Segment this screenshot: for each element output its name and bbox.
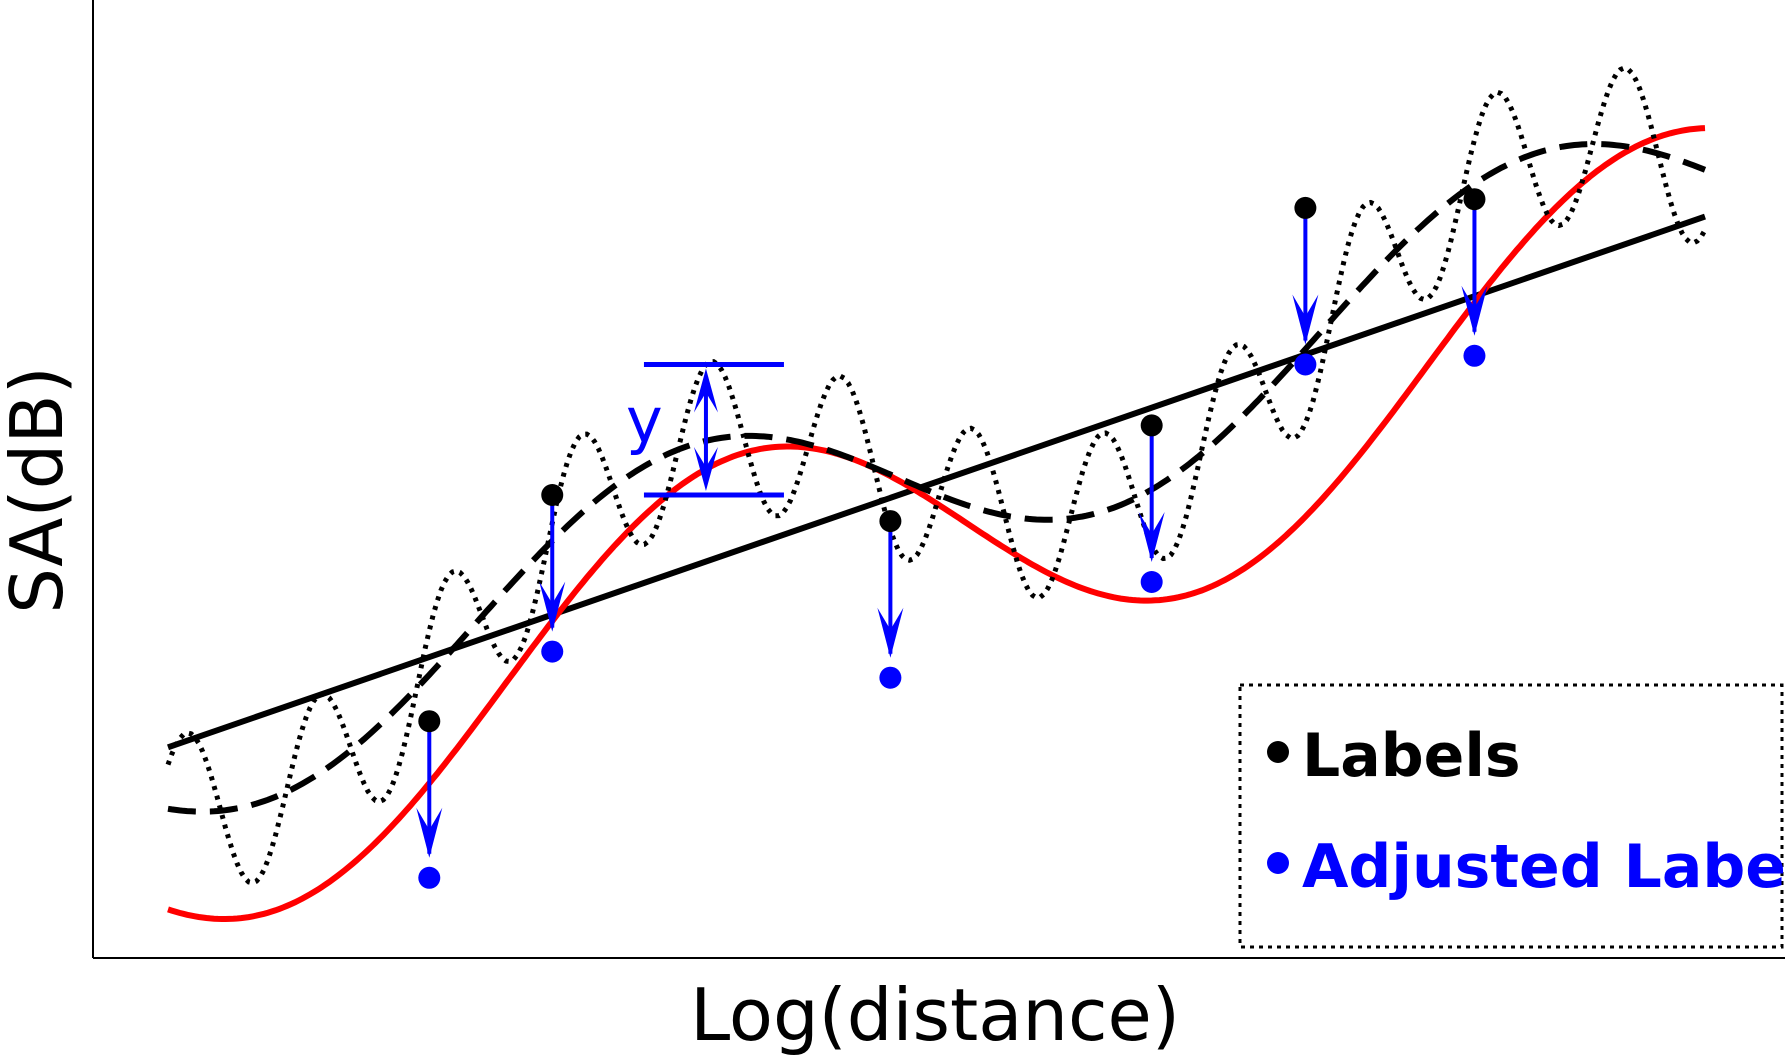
adjusted-label-point bbox=[418, 866, 441, 889]
annotation-arrow-up bbox=[693, 368, 718, 413]
legend-frame bbox=[1238, 683, 1784, 949]
series-solid-1 bbox=[167, 125, 1706, 922]
label-point bbox=[879, 510, 902, 533]
annotation-label: y bbox=[626, 384, 663, 457]
label-point bbox=[1463, 188, 1486, 211]
annotation-y: y bbox=[626, 362, 784, 498]
legend-marker-labels bbox=[1267, 741, 1289, 763]
adjust-arrow-head bbox=[1292, 294, 1319, 345]
legend-marker-adjusted bbox=[1267, 852, 1289, 874]
label-point bbox=[418, 710, 441, 733]
adjusted-label-point bbox=[879, 666, 902, 689]
adjust-arrow-head bbox=[416, 807, 443, 858]
adjust-arrow-head bbox=[539, 581, 566, 632]
y-axis-label: SA(dB) bbox=[0, 366, 79, 614]
series-solid-0 bbox=[167, 213, 1706, 751]
adjust-arrow-head bbox=[1461, 285, 1488, 336]
label-arrows-layer bbox=[416, 188, 1488, 889]
series-dashed-2 bbox=[167, 141, 1707, 815]
label-point bbox=[1140, 414, 1163, 437]
legend-label-labels: Labels bbox=[1302, 721, 1521, 791]
annotation-arrow-down bbox=[693, 447, 718, 491]
x-axis-label: Log(distance) bbox=[690, 973, 1180, 1057]
legend-label-adjusted: Adjusted Labels bbox=[1302, 832, 1785, 902]
adjust-arrow-head bbox=[1138, 512, 1165, 562]
legend: Labels Adjusted Labels bbox=[1238, 683, 1785, 949]
adjust-arrow-head bbox=[877, 607, 904, 658]
adjusted-label-point bbox=[1294, 353, 1317, 376]
series-dotted-3 bbox=[165, 65, 1708, 886]
label-point bbox=[1294, 196, 1317, 219]
label-point bbox=[541, 484, 564, 506]
curves-layer bbox=[165, 65, 1708, 922]
adjusted-label-point bbox=[541, 640, 564, 663]
adjusted-label-point bbox=[1463, 344, 1486, 367]
adjusted-label-point bbox=[1140, 571, 1163, 593]
